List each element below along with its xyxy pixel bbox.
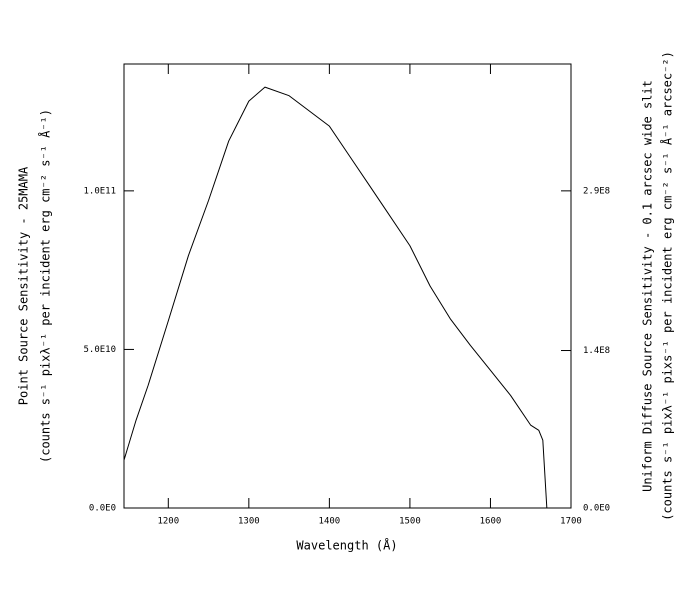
x-tick-label: 1600 xyxy=(480,517,502,527)
y-tick-label: 5.0E10 xyxy=(83,345,116,355)
y2-axis-label: (counts s⁻¹ pixλ⁻¹ pixs⁻¹ per incident e… xyxy=(660,51,675,521)
y2-tick-label: 0.0E0 xyxy=(583,504,610,514)
y-tick-label: 1.0E11 xyxy=(83,186,116,196)
y2-tick-label: 2.9E8 xyxy=(583,186,610,196)
y-tick-label: 0.0E0 xyxy=(89,504,116,514)
data-line xyxy=(123,86,548,509)
x-axis-label: Wavelength (Å) xyxy=(296,538,397,553)
x-tick-label: 1300 xyxy=(238,517,260,527)
plot-frame xyxy=(123,63,572,509)
x-tick-label: 1500 xyxy=(399,517,421,527)
y-axis-label: Point Source Sensitivity - 25MAMA xyxy=(17,166,31,405)
y-axis-label: (counts s⁻¹ pixλ⁻¹ per incident erg cm⁻²… xyxy=(38,109,53,463)
x-tick-label: 1400 xyxy=(319,517,341,527)
x-tick-label: 1200 xyxy=(157,517,179,527)
y2-tick-label: 1.4E8 xyxy=(583,346,610,356)
y2-axis-label: Uniform Diffuse Source Sensitivity - 0.1… xyxy=(641,80,655,492)
x-tick-label: 1700 xyxy=(560,517,582,527)
